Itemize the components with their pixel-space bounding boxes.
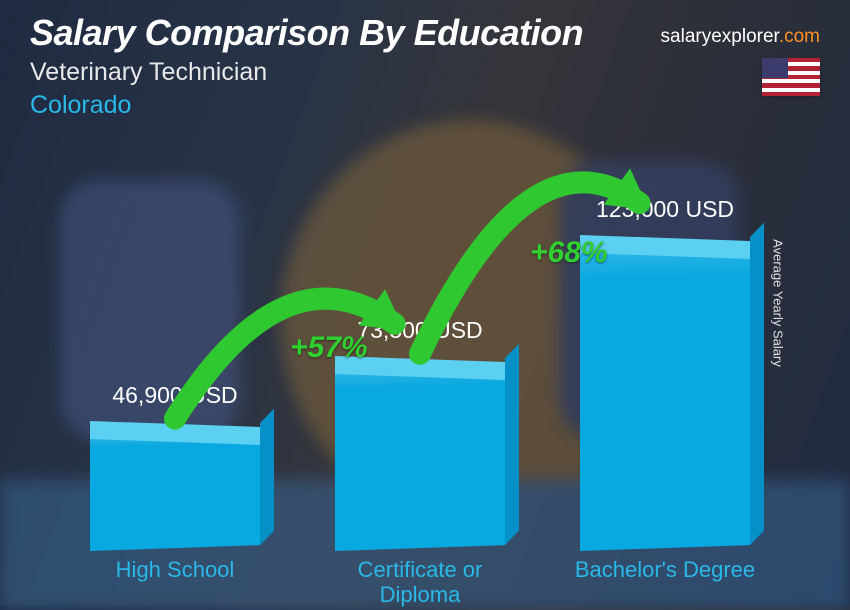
page-location: Colorado: [30, 91, 583, 120]
bar: [580, 245, 750, 551]
bar-group: 123,000 USDBachelor's Degree: [580, 251, 750, 551]
bar: [90, 431, 260, 551]
header: Salary Comparison By Education Veterinar…: [30, 12, 583, 120]
percent-increase: +57%: [290, 331, 368, 365]
page-subtitle: Veterinary Technician: [30, 58, 583, 87]
brand-name: salaryexplorer: [661, 26, 779, 47]
bar-group: 73,500 USDCertificate or Diploma: [335, 372, 505, 551]
bar-group: 46,900 USDHigh School: [90, 437, 260, 551]
bar-value: 46,900 USD: [75, 382, 275, 409]
bar-label: High School: [75, 557, 275, 582]
bar-label: Certificate or Diploma: [320, 557, 520, 608]
brand-suffix: .com: [779, 26, 820, 47]
percent-increase: +68%: [530, 236, 608, 270]
bar: [335, 366, 505, 551]
bar-label: Bachelor's Degree: [565, 557, 765, 582]
page-title: Salary Comparison By Education: [30, 12, 583, 54]
flag-icon: [762, 58, 820, 96]
brand-logo: salaryexplorer.com: [661, 26, 820, 48]
bar-value: 123,000 USD: [565, 196, 765, 223]
bar-chart: 46,900 USDHigh School73,500 USDCertifica…: [0, 126, 820, 606]
